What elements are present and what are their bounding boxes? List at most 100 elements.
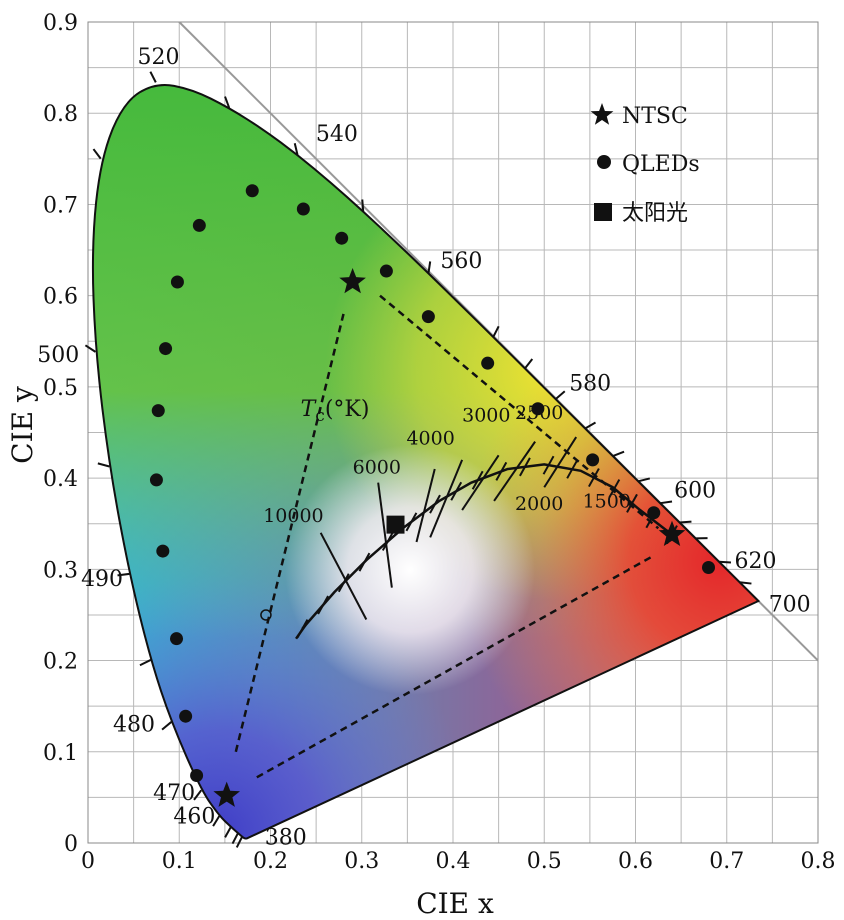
- y-tick-label: 0.4: [43, 467, 78, 492]
- open-circle-marker: [260, 609, 272, 621]
- qled-point: [159, 342, 173, 356]
- cct-label-4000: 4000: [406, 427, 454, 449]
- locus-tick: [739, 581, 752, 585]
- locus-tick: [117, 572, 130, 577]
- legend-item-sunlight: 太阳光: [594, 201, 688, 226]
- planckian-tick: [358, 552, 371, 572]
- x-axis-title: CIE x: [416, 887, 494, 920]
- ntsc-star-point: [339, 268, 366, 294]
- planckian-tick: [317, 595, 329, 615]
- planckian-tick: [405, 512, 418, 532]
- qled-point: [192, 218, 206, 232]
- locus-tick: [212, 815, 221, 827]
- planckian-tick: [608, 479, 621, 499]
- ntsc-star-point: [658, 520, 686, 546]
- qled-point: [156, 544, 170, 558]
- cct-label-6000: 6000: [353, 457, 401, 479]
- qled-point: [190, 768, 204, 782]
- planckian-tick: [429, 494, 441, 514]
- dashed-line-lower: [256, 554, 655, 779]
- planckian-locus: [301, 463, 673, 630]
- qled-point: [296, 202, 310, 216]
- qled-point: [586, 453, 600, 467]
- qled-point: [531, 402, 545, 416]
- legend-label-sunlight: 太阳光: [622, 201, 688, 226]
- qled-point: [481, 356, 495, 370]
- iso-temperature-line: [461, 454, 500, 511]
- x-tick-label: 0.3: [344, 849, 379, 874]
- cct-label-2000: 2000: [515, 493, 563, 515]
- qled-point: [421, 310, 435, 324]
- cct-label-10000: 10000: [263, 505, 323, 527]
- x-tick-label: 0.2: [253, 849, 288, 874]
- cct-label-1500: 1500: [583, 490, 631, 512]
- legend-item-ntsc: NTSC: [590, 103, 688, 129]
- locus-tick: [224, 96, 231, 109]
- planckian-tick: [381, 531, 394, 551]
- locus-tick: [231, 832, 239, 845]
- x-tick-label: 0.5: [527, 849, 562, 874]
- y-tick-label: 0.6: [43, 285, 78, 310]
- y-tick-label: 0.3: [43, 558, 78, 583]
- wavelength-label-580: 580: [569, 372, 611, 397]
- legend-circle-icon: [597, 155, 611, 169]
- y-tick-label: 0.2: [43, 650, 78, 675]
- locus-tick: [139, 659, 152, 667]
- legend-label-ntsc: NTSC: [622, 104, 688, 129]
- tc-label: Tc(°K): [301, 397, 370, 426]
- planckian-tick: [588, 468, 600, 488]
- qled-point: [151, 404, 165, 418]
- iso-temperature-line: [493, 441, 536, 502]
- x-tick-label: 0.1: [162, 849, 197, 874]
- x-tick-label: 0.4: [436, 849, 471, 874]
- planckian-tick: [626, 493, 638, 513]
- wavelength-label-520: 520: [138, 45, 180, 70]
- locus-tick: [492, 325, 500, 338]
- iso-temperature-line: [377, 482, 393, 588]
- locus-tick: [679, 520, 692, 524]
- qled-point: [149, 473, 163, 487]
- planckian-tick: [519, 457, 531, 477]
- wavelength-label-620: 620: [735, 549, 777, 574]
- planckian-tick: [296, 619, 309, 639]
- locus-tick: [361, 199, 365, 212]
- qled-point: [245, 184, 259, 198]
- x-tick-label: 0.7: [709, 849, 744, 874]
- qled-point: [170, 632, 184, 646]
- wavelength-label-380: 380: [265, 825, 307, 850]
- y-tick-label: 0.7: [43, 193, 78, 218]
- legend-label-qleds: QLEDs: [622, 152, 700, 177]
- y-tick-label: 0.8: [43, 102, 78, 127]
- wavelength-label-480: 480: [113, 713, 155, 738]
- spectral-locus: [91, 83, 761, 840]
- wavelength-label-540: 540: [316, 122, 358, 147]
- locus-tick: [161, 721, 172, 731]
- iso-temperature-line: [319, 532, 368, 620]
- qled-point: [647, 506, 661, 520]
- locus-tick: [84, 344, 97, 353]
- locus-tick: [293, 143, 299, 156]
- x-tick-label: 0.6: [618, 849, 653, 874]
- x-tick-label: 0.8: [801, 849, 836, 874]
- planckian-tick: [542, 455, 555, 475]
- locus-tick: [92, 148, 102, 160]
- planckian-tick: [495, 461, 508, 481]
- locus-tick: [149, 71, 157, 83]
- locus-tick: [224, 826, 232, 838]
- locus-tick: [97, 462, 110, 468]
- dashed-line-upper: [379, 294, 660, 530]
- axes: 0 0.1 0.2 0.3 0.4 0.5 0.6 0.7 0.8 0 0.1 0.2 0.3 0.4 0.…: [43, 11, 836, 874]
- y-axis-title: CIE y: [6, 386, 39, 464]
- locus-tick: [235, 836, 244, 848]
- qled-point: [379, 264, 393, 278]
- planckian-tick: [450, 481, 463, 501]
- x-tick-label: 0: [81, 849, 95, 874]
- locus-tick: [659, 500, 673, 505]
- qled-point: [170, 275, 184, 289]
- locus-tick: [524, 358, 534, 370]
- ntsc-star-point: [213, 781, 240, 807]
- iso-temperature-line: [415, 468, 436, 543]
- sunlight-square-point: [386, 515, 405, 534]
